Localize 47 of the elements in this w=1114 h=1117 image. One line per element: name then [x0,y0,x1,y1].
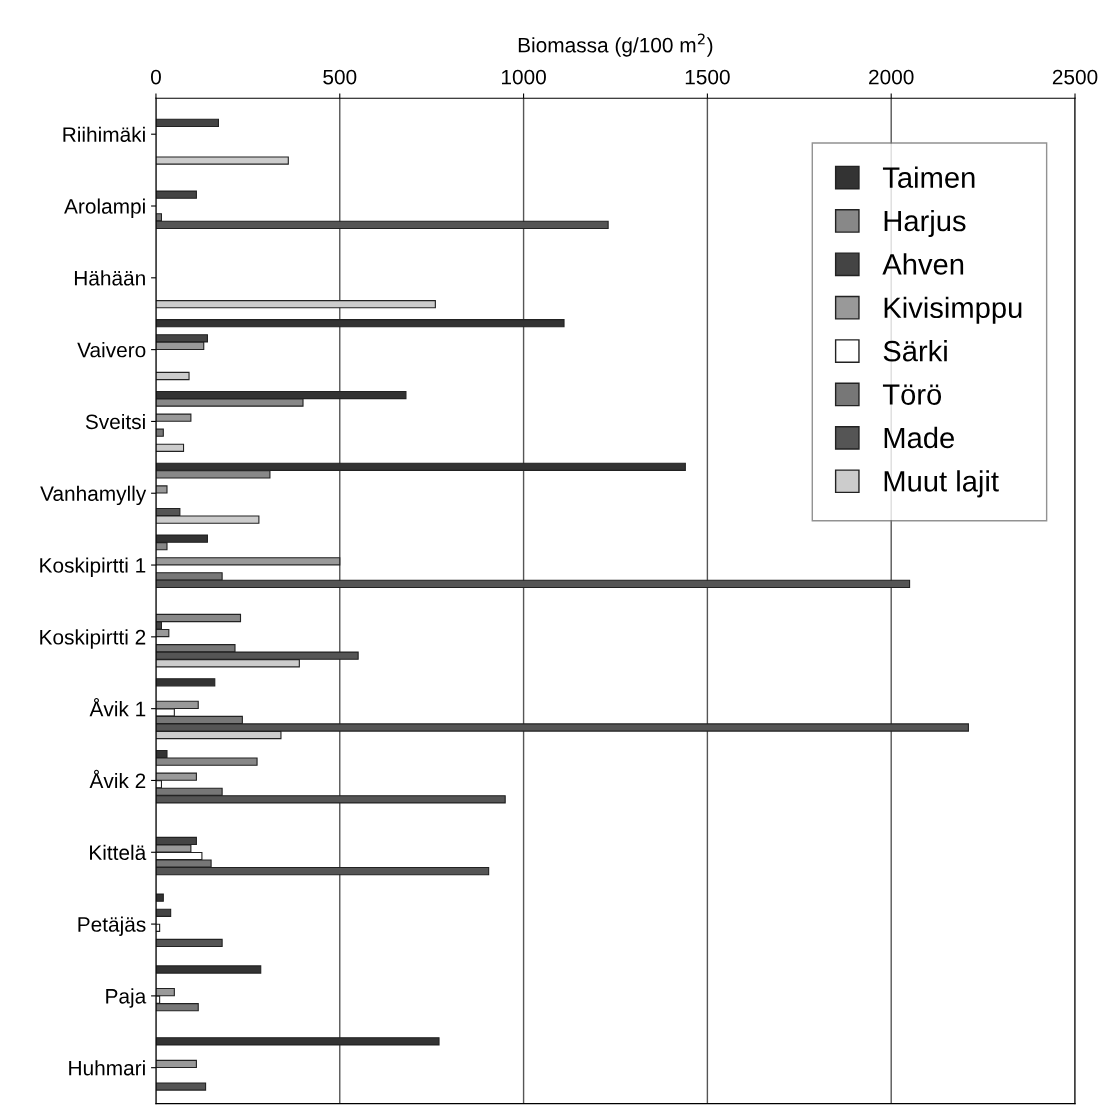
y-tick-label: Sveitsi [85,413,145,430]
bar [155,443,185,452]
y-tick-label: Åvik 1 [89,697,146,717]
bar [155,908,172,917]
y-tick-label: Koskipirtti 1 [40,557,146,577]
bar [155,190,197,199]
legend-label: Muut lajit [884,470,999,498]
y-tick-label: Vaivero [77,342,146,358]
legend-label: Harjus [884,209,966,238]
y-tick-label: Hähään [74,270,145,286]
bar [155,371,190,381]
y-tick-label: Koskipirtti 2 [40,629,146,649]
bar [155,413,192,422]
bar [155,319,565,328]
legend-label: Kivisimppu [884,296,1022,324]
x-tick-label: 0 [150,69,161,85]
x-tick-label: 1500 [685,69,730,85]
x-tick-label: 2500 [1052,69,1098,85]
bar [155,1082,207,1091]
legend-label: Taimen [882,166,975,188]
legend-label: Törö [882,384,942,405]
bar [155,678,216,687]
y-tick-label: Petäjäs [78,916,146,936]
x-tick-label: 1000 [502,69,546,85]
bar [155,893,164,902]
y-tick-label: Riihimäki [63,126,145,142]
x-tick-label: 2000 [869,69,914,85]
legend-label: Ahven [882,253,964,275]
bar [155,1037,440,1046]
y-tick-label: Åvik 2 [89,769,146,789]
y-tick-label: Paja [106,988,147,1008]
y-tick-label: Huhmari [69,1060,145,1076]
bar [155,1059,197,1069]
bar [155,118,220,128]
bar [155,300,436,309]
bar [155,938,223,948]
y-tick-label: Kittelä [90,844,147,861]
bar [155,965,262,974]
x-tick-label: 500 [323,69,357,85]
y-tick-label: Arolampi [64,198,145,218]
y-tick-label: Vanhamylly [40,485,147,506]
bar [155,557,341,566]
legend-label: Särki [883,340,947,362]
bar [155,485,168,494]
legend-label: Made [884,426,954,449]
bar [155,156,289,165]
x-axis-title: Biomassa (g/100 m$^{2}$) [518,33,713,57]
